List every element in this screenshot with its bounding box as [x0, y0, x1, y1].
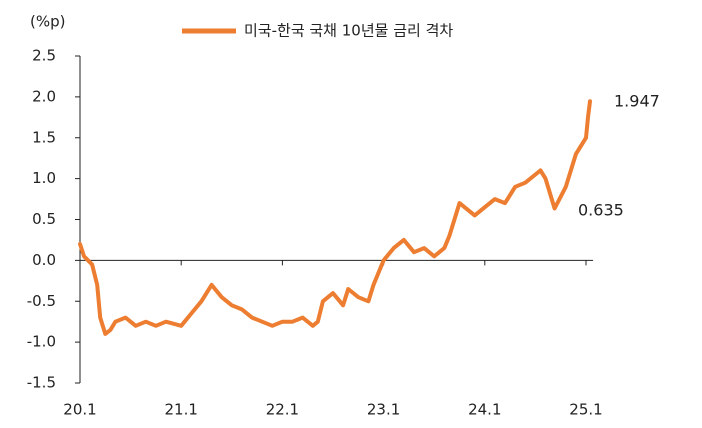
- x-tick-label: 25.1: [569, 401, 602, 419]
- y-tick-label: 2.5: [32, 47, 56, 65]
- x-tick-label: 20.1: [63, 401, 96, 419]
- y-tick-label: -0.5: [27, 292, 56, 310]
- y-tick-label: 0.0: [32, 251, 56, 269]
- data-line: [78, 99, 592, 336]
- y-tick-label: -1.5: [27, 374, 56, 392]
- y-tick-label: 1.5: [32, 128, 56, 146]
- x-tick-label: 23.1: [367, 401, 400, 419]
- y-tick-label: 2.0: [32, 87, 56, 105]
- y-tick-label: -1.0: [27, 333, 56, 351]
- x-tick-label: 21.1: [164, 401, 197, 419]
- y-tick-label: 1.0: [32, 169, 56, 187]
- annotation: 1.947: [614, 92, 660, 111]
- annotation: 0.635: [578, 201, 624, 220]
- y-tick-label: 0.5: [32, 210, 56, 228]
- y-axis-unit: (%p): [30, 13, 65, 31]
- legend-label: 미국-한국 국채 10년물 금리 격차: [244, 22, 453, 40]
- x-tick-label: 22.1: [266, 401, 299, 419]
- x-tick-label: 24.1: [468, 401, 501, 419]
